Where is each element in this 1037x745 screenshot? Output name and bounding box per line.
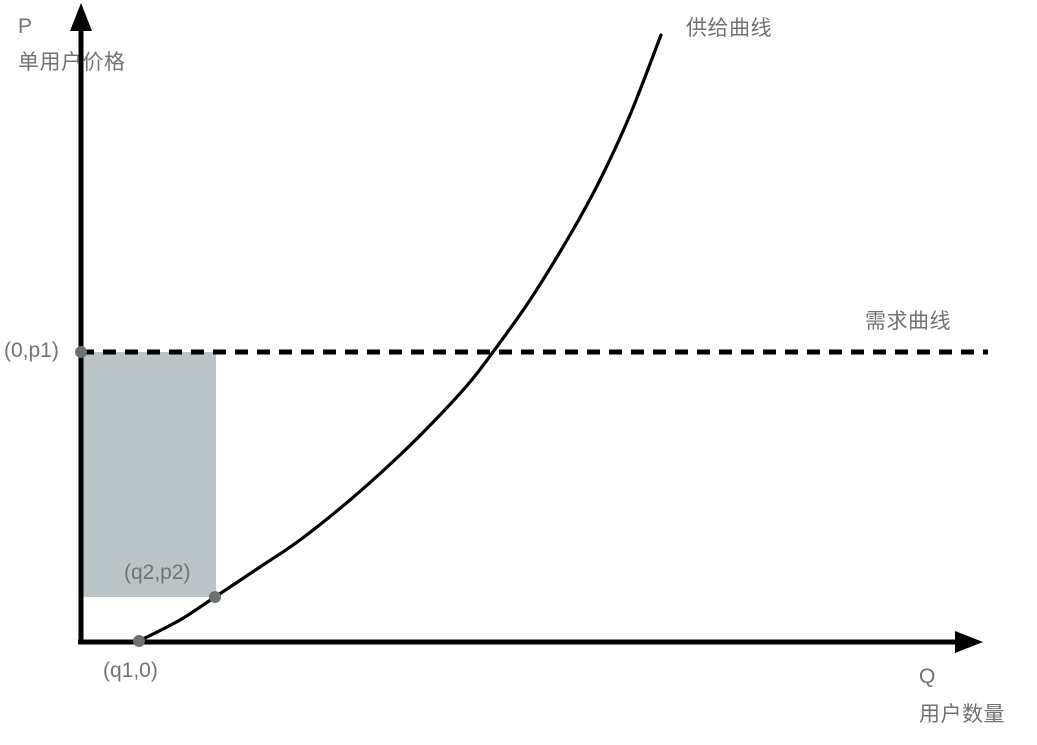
y-axis <box>70 3 92 642</box>
marker-point-q1 <box>133 635 145 647</box>
point-label-q2p2: (q2,p2) <box>124 561 191 584</box>
marker-point-q2p2 <box>209 591 221 603</box>
point-label-q1: (q1,0) <box>103 659 158 682</box>
x-axis-name-label: 用户数量 <box>919 703 1005 726</box>
supply-curve-label: 供给曲线 <box>686 17 772 40</box>
demand-curve-label: 需求曲线 <box>865 310 951 333</box>
point-label-p1: (0,p1) <box>4 339 59 362</box>
y-axis-symbol-label: P <box>18 15 33 38</box>
revenue-shaded-rectangle <box>81 352 216 597</box>
y-axis-name-label: 单用户价格 <box>18 51 126 74</box>
x-axis <box>78 631 983 653</box>
supply-curve-line <box>137 33 663 643</box>
marker-point-p1 <box>75 346 87 358</box>
x-axis-symbol-label: Q <box>919 665 936 688</box>
